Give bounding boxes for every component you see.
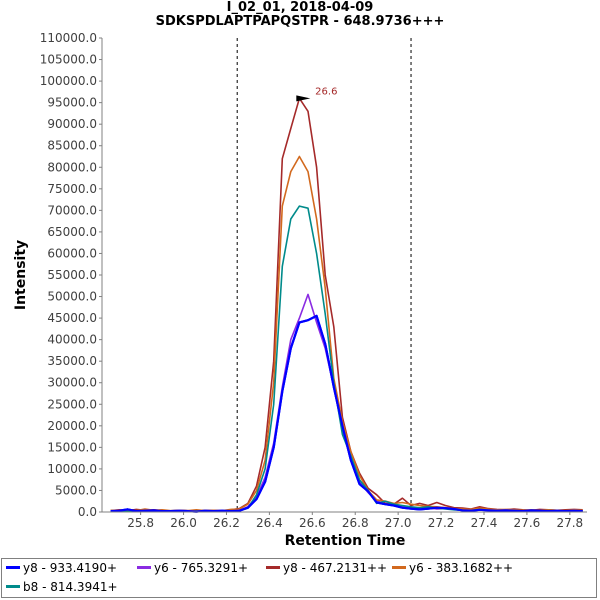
y-tick-label: 15000.0 <box>47 440 97 454</box>
legend-label: y6 - 383.1682++ <box>409 561 514 575</box>
x-tick-label: 27.0 <box>385 516 412 530</box>
chart-area: 0.0 5000.0 10000.0 15000.0 20000.0 25000.0 300… <box>13 31 587 549</box>
y-tick-label: 30000.0 <box>47 376 97 390</box>
chart-title: I_02_01, 2018-04-09 <box>226 0 374 15</box>
y-tick-label: 60000.0 <box>47 246 97 260</box>
y-axis-label: Intensity <box>13 240 29 310</box>
y-tick-label: 85000.0 <box>47 139 97 153</box>
y-tick-label: 45000.0 <box>47 311 97 325</box>
x-tick-label: 26.4 <box>256 516 283 530</box>
y-tick-label: 100000.0 <box>40 74 97 88</box>
chart-subtitle: SDKSPDLAPTPAPQSTPR - 648.9736+++ <box>155 14 445 29</box>
legend-item-4: y6 - 383.1682++ <box>392 561 513 575</box>
peak-arrow <box>296 95 311 102</box>
legend: y8 - 933.4190+ y6 - 765.3291+ y8 - 467.213… <box>1 558 597 598</box>
legend-swatch <box>6 566 20 569</box>
x-tick-label: 27.4 <box>471 516 498 530</box>
y-tick-label: 70000.0 <box>47 203 97 217</box>
y-tick-label: 80000.0 <box>47 160 97 174</box>
legend-item-3: y8 - 467.2131++ <box>266 561 387 575</box>
y-tick-label: 5000.0 <box>55 483 97 497</box>
y-tick-label: 10000.0 <box>47 462 97 476</box>
x-tick-label: 27.8 <box>556 516 583 530</box>
x-tick-label: 25.8 <box>127 516 154 530</box>
y-tick-label: 25000.0 <box>47 397 97 411</box>
peak-label: 26.6 <box>315 86 337 97</box>
series-line-1-overlay <box>110 314 583 513</box>
y-tick-label: 105000.0 <box>40 53 97 67</box>
y-tick-label: 95000.0 <box>47 96 97 110</box>
y-tick-label: 55000.0 <box>47 268 97 282</box>
legend-label: y8 - 467.2131++ <box>283 561 388 575</box>
legend-swatch <box>6 585 20 588</box>
legend-item-2: y6 - 765.3291+ <box>137 561 248 575</box>
y-tick-label: 40000.0 <box>47 333 97 347</box>
y-tick-label: 110000.0 <box>40 31 97 45</box>
y-tick-label: 90000.0 <box>47 117 97 131</box>
legend-swatch <box>392 566 406 569</box>
x-tick-label: 26.0 <box>170 516 197 530</box>
y-tick-label: 20000.0 <box>47 419 97 433</box>
legend-swatch <box>137 566 151 569</box>
y-tick-label: 50000.0 <box>47 290 97 304</box>
x-tick-label: 26.6 <box>299 516 326 530</box>
y-tick-label: 65000.0 <box>47 225 97 239</box>
legend-swatch <box>266 566 280 569</box>
x-tick-label: 27.2 <box>428 516 455 530</box>
x-tick-label: 26.8 <box>342 516 369 530</box>
legend-label: b8 - 814.3941+ <box>23 580 118 594</box>
legend-label: y6 - 765.3291+ <box>154 561 249 575</box>
y-tick-label: 35000.0 <box>47 354 97 368</box>
legend-item-5: b8 - 814.3941+ <box>6 580 118 594</box>
legend-label: y8 - 933.4190+ <box>23 561 118 575</box>
x-tick-label: 26.2 <box>213 516 240 530</box>
y-tick-label: 75000.0 <box>47 182 97 196</box>
x-tick-label: 27.6 <box>514 516 541 530</box>
y-tick-label: 0.0 <box>78 505 97 519</box>
x-axis-label: Retention Time <box>285 533 406 549</box>
legend-item-1: y8 - 933.4190+ <box>6 561 117 575</box>
